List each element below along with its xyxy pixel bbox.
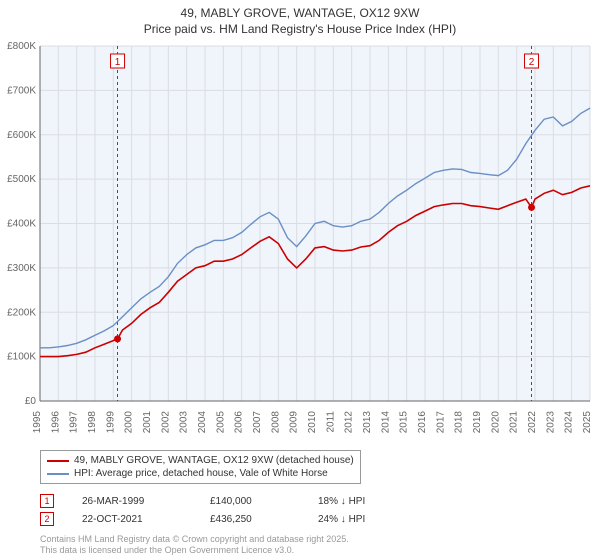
transaction-date: 22-OCT-2021 <box>82 514 182 525</box>
marker-badge: 2 <box>40 512 54 526</box>
legend-item: 49, MABLY GROVE, WANTAGE, OX12 9XW (deta… <box>47 454 354 467</box>
svg-text:2015: 2015 <box>399 411 410 434</box>
legend-label: 49, MABLY GROVE, WANTAGE, OX12 9XW (deta… <box>74 455 354 466</box>
svg-text:2004: 2004 <box>197 411 208 434</box>
svg-text:£800K: £800K <box>7 41 36 52</box>
transaction-delta: 24% ↓ HPI <box>318 514 408 525</box>
svg-text:2000: 2000 <box>124 411 135 434</box>
transaction-row: 1 26-MAR-1999 £140,000 18% ↓ HPI <box>40 492 408 510</box>
svg-text:£300K: £300K <box>7 263 36 274</box>
svg-text:2: 2 <box>529 57 535 68</box>
transaction-row: 2 22-OCT-2021 £436,250 24% ↓ HPI <box>40 510 408 528</box>
svg-text:2003: 2003 <box>179 411 190 434</box>
svg-text:2002: 2002 <box>160 411 171 434</box>
chart-area: £0 £100K £200K £300K £400K £500K £600K £700K £80… <box>0 38 600 448</box>
legend-box: 49, MABLY GROVE, WANTAGE, OX12 9XW (deta… <box>40 450 361 484</box>
transaction-date: 26-MAR-1999 <box>82 496 182 507</box>
svg-text:2008: 2008 <box>270 411 281 434</box>
svg-text:2018: 2018 <box>454 411 465 434</box>
svg-text:£200K: £200K <box>7 307 36 318</box>
svg-text:2011: 2011 <box>325 411 336 433</box>
svg-text:2016: 2016 <box>417 411 428 434</box>
legend-item: HPI: Average price, detached house, Vale… <box>47 467 354 480</box>
svg-text:2009: 2009 <box>289 411 300 434</box>
transaction-delta: 18% ↓ HPI <box>318 496 408 507</box>
svg-text:£500K: £500K <box>7 174 36 185</box>
svg-text:2021: 2021 <box>509 411 520 434</box>
svg-text:£0: £0 <box>25 396 37 407</box>
svg-text:2019: 2019 <box>472 411 483 434</box>
svg-text:2001: 2001 <box>142 411 153 434</box>
svg-text:1: 1 <box>115 57 121 68</box>
svg-text:1995: 1995 <box>32 411 43 434</box>
footer-line-2: This data is licensed under the Open Gov… <box>40 545 349 556</box>
transaction-rows: 1 26-MAR-1999 £140,000 18% ↓ HPI 2 22-OCT-202… <box>40 492 408 528</box>
footer-line-1: Contains HM Land Registry data © Crown c… <box>40 534 349 545</box>
svg-text:£600K: £600K <box>7 130 36 141</box>
svg-text:£400K: £400K <box>7 219 36 230</box>
svg-text:2014: 2014 <box>380 411 391 434</box>
svg-text:1998: 1998 <box>87 411 98 434</box>
transaction-price: £436,250 <box>210 514 290 525</box>
svg-text:2012: 2012 <box>344 411 355 434</box>
title-line-1: 49, MABLY GROVE, WANTAGE, OX12 9XW <box>0 6 600 22</box>
legend-label: HPI: Average price, detached house, Vale… <box>74 468 328 479</box>
legend-swatch <box>47 473 69 475</box>
marker-badge: 1 <box>40 494 54 508</box>
chart-title-block: 49, MABLY GROVE, WANTAGE, OX12 9XW Price… <box>0 0 600 37</box>
svg-text:2020: 2020 <box>490 411 501 434</box>
transaction-price: £140,000 <box>210 496 290 507</box>
footer-attribution: Contains HM Land Registry data © Crown c… <box>40 534 349 556</box>
svg-text:2005: 2005 <box>215 411 226 434</box>
svg-text:2013: 2013 <box>362 411 373 434</box>
svg-text:£700K: £700K <box>7 85 36 96</box>
svg-text:2007: 2007 <box>252 411 263 434</box>
svg-text:£100K: £100K <box>7 352 36 363</box>
svg-text:2024: 2024 <box>564 411 575 434</box>
svg-text:2022: 2022 <box>527 411 538 434</box>
svg-text:1996: 1996 <box>50 411 61 434</box>
legend-swatch <box>47 460 69 462</box>
svg-text:2025: 2025 <box>582 411 593 434</box>
svg-text:1997: 1997 <box>69 411 80 434</box>
chart-container: 49, MABLY GROVE, WANTAGE, OX12 9XW Price… <box>0 0 600 560</box>
svg-text:2010: 2010 <box>307 411 318 434</box>
svg-text:1999: 1999 <box>105 411 116 434</box>
svg-text:2017: 2017 <box>435 411 446 434</box>
svg-text:2006: 2006 <box>234 411 245 434</box>
title-line-2: Price paid vs. HM Land Registry's House … <box>0 22 600 38</box>
chart-svg: £0 £100K £200K £300K £400K £500K £600K £700K £80… <box>0 38 600 448</box>
svg-text:2023: 2023 <box>545 411 556 434</box>
